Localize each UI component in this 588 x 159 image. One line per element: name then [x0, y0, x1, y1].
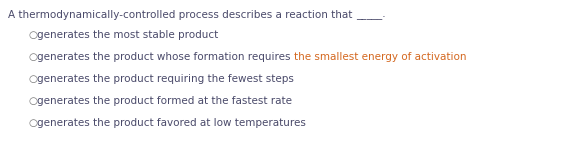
Text: the smallest energy of activation: the smallest energy of activation [294, 52, 466, 62]
Text: A thermodynamically-controlled process describes a reaction that: A thermodynamically-controlled process d… [8, 10, 356, 20]
Text: generates the product favored at low temperatures: generates the product favored at low tem… [37, 118, 306, 128]
Text: ○: ○ [28, 52, 37, 62]
Text: generates the product whose formation requires: generates the product whose formation re… [37, 52, 294, 62]
Text: generates the product formed at the fastest rate: generates the product formed at the fast… [37, 96, 292, 106]
Text: generates the most stable product: generates the most stable product [37, 30, 218, 40]
Text: ○: ○ [28, 96, 37, 106]
Text: generates the product requiring the fewest steps: generates the product requiring the fewe… [37, 74, 294, 84]
Text: ○: ○ [28, 74, 37, 84]
Text: _____.: _____. [356, 10, 385, 20]
Text: ○: ○ [28, 30, 37, 40]
Text: ○: ○ [28, 118, 37, 128]
